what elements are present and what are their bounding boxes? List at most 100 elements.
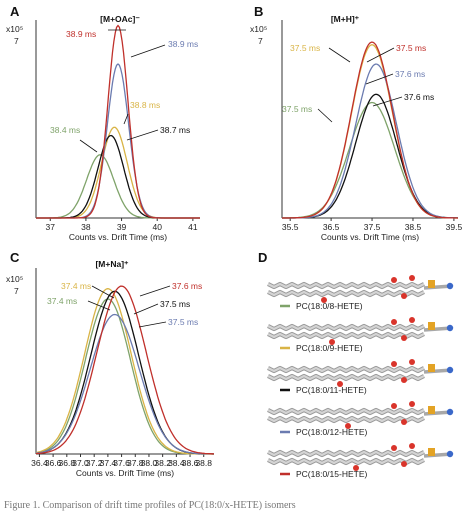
peak-annotation: 38.9 ms xyxy=(66,29,96,39)
series-line xyxy=(35,285,215,455)
panel-c: C [M+Na]⁺x10⁵736.436.636.837.037.237.437.… xyxy=(6,250,215,478)
peak-annotation: 37.5 ms xyxy=(282,104,312,114)
x-tick-label: 37.4 xyxy=(100,458,117,468)
annotation-arrow xyxy=(328,47,351,63)
panel-letter-d: D xyxy=(258,250,267,265)
annotation-arrow xyxy=(79,139,98,153)
x-tick-label: 39.5 xyxy=(446,222,463,232)
series-line xyxy=(35,288,214,455)
peak-annotation: 38.8 ms xyxy=(130,100,160,110)
x-tick-label: 37.2 xyxy=(86,458,103,468)
panel-d-legend: PC(18:0/8-HETE) PC(18:0/9-HETE) PC(18:0/11… xyxy=(280,301,367,479)
annotation-arrow xyxy=(372,96,403,107)
peak-annotation: 38.4 ms xyxy=(50,125,80,135)
series-line xyxy=(282,41,458,219)
ion-type-label: [M+OAc]⁻ xyxy=(100,14,140,24)
x-tick-label: 35.5 xyxy=(282,222,299,232)
oxygen-atom xyxy=(409,401,415,407)
x-tick-label: 37.6 xyxy=(113,458,130,468)
y-scale-exponent: x10⁵ xyxy=(250,24,267,34)
oxygen-atom xyxy=(391,361,397,367)
series-line xyxy=(36,154,200,219)
phosphorus-atom xyxy=(428,280,435,288)
carbon-chain-highlight xyxy=(267,282,425,289)
annotation-arrow xyxy=(365,73,394,85)
oxygen-atom xyxy=(391,403,397,409)
peak-annotation: 37.4 ms xyxy=(61,281,91,291)
peak-annotation: 38.9 ms xyxy=(168,39,198,49)
peak-annotation: 37.5 ms xyxy=(290,43,320,53)
oxygen-atom xyxy=(401,419,407,425)
x-axis-title: Counts vs. Drift Time (ms) xyxy=(76,468,174,478)
x-tick-label: 38.0 xyxy=(141,458,158,468)
carbon-chain-highlight xyxy=(267,290,425,297)
series-line xyxy=(282,63,458,219)
peak-annotation: 37.5 ms xyxy=(160,299,190,309)
annotation-arrow xyxy=(317,108,333,123)
annotation-arrow xyxy=(366,47,395,63)
series-line xyxy=(35,313,215,455)
x-tick-label: 36.4 xyxy=(31,458,48,468)
carbon-chain-highlight xyxy=(267,332,425,339)
x-tick-label: 41 xyxy=(188,222,198,232)
series-line xyxy=(281,101,458,219)
peak-annotation: 37.6 ms xyxy=(404,92,434,102)
annotation-arrow xyxy=(91,285,115,299)
carbon-chain-highlight xyxy=(267,324,425,331)
y-scale-max: 7 xyxy=(14,286,19,296)
x-tick-label: 37.0 xyxy=(72,458,89,468)
nitrogen-atom xyxy=(446,324,454,332)
oxygen-atom xyxy=(401,335,407,341)
series-line xyxy=(36,126,200,219)
x-axis-title: Counts vs. Drift Time (ms) xyxy=(69,232,167,242)
x-axis-title: Counts vs. Drift Time (ms) xyxy=(321,232,419,242)
x-tick-label: 38.5 xyxy=(405,222,422,232)
y-scale-exponent: x10⁵ xyxy=(6,24,23,34)
phosphorus-atom xyxy=(428,322,435,330)
legend-label: PC(18:0/15-HETE) xyxy=(296,469,367,479)
ion-type-label: [M+H]⁺ xyxy=(331,14,360,24)
molecule-structures xyxy=(267,275,454,471)
x-tick-label: 38 xyxy=(81,222,91,232)
x-tick-label: 37 xyxy=(46,222,56,232)
x-tick-label: 38.4 xyxy=(168,458,185,468)
x-tick-label: 37.8 xyxy=(127,458,144,468)
hydroxyl-oxygen xyxy=(353,465,359,471)
nitrogen-atom xyxy=(446,366,454,374)
oxygen-atom xyxy=(391,319,397,325)
legend-label: PC(18:0/11-HETE) xyxy=(296,385,367,395)
peak-annotation: 37.6 ms xyxy=(395,69,425,79)
annotation-arrow xyxy=(87,300,111,311)
oxygen-atom xyxy=(409,443,415,449)
y-scale-max: 7 xyxy=(258,36,263,46)
panel-d: D PC(18:0/8-HETE)PC(18:0/9-HETE)PC(18:0/… xyxy=(258,250,454,479)
x-tick-label: 40 xyxy=(152,222,162,232)
phosphorus-atom xyxy=(428,448,435,456)
annotation-arrow xyxy=(139,285,171,297)
carbon-chain-highlight xyxy=(267,366,425,373)
legend-label: PC(18:0/12-HETE) xyxy=(296,427,367,437)
peak-annotation: 38.7 ms xyxy=(160,125,190,135)
nitrogen-atom xyxy=(446,408,454,416)
oxygen-atom xyxy=(401,293,407,299)
panel-letter: C xyxy=(10,250,20,265)
oxygen-atom xyxy=(409,275,415,281)
carbon-chain-highlight xyxy=(267,458,425,465)
phosphorus-atom xyxy=(428,364,435,372)
panel-letter: B xyxy=(254,4,263,19)
hydroxyl-oxygen xyxy=(321,297,327,303)
nitrogen-atom xyxy=(446,282,454,290)
peak-annotation: 37.4 ms xyxy=(47,296,77,306)
x-tick-label: 37.5 xyxy=(364,222,381,232)
annotation-arrow xyxy=(126,129,159,141)
oxygen-atom xyxy=(401,377,407,383)
annotation-arrow xyxy=(130,44,166,58)
carbon-chain-highlight xyxy=(267,374,425,381)
oxygen-atom xyxy=(401,461,407,467)
x-tick-label: 36.6 xyxy=(45,458,62,468)
x-tick-label: 39 xyxy=(117,222,127,232)
oxygen-atom xyxy=(409,317,415,323)
annotation-arrow xyxy=(133,303,159,315)
nitrogen-atom xyxy=(446,450,454,458)
